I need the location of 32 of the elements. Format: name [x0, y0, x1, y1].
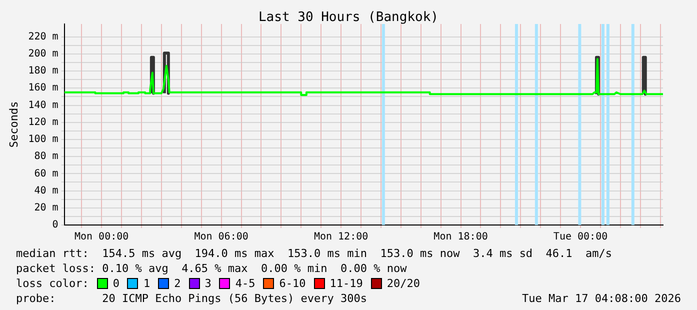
- x-tick-label: Mon 06:00: [194, 232, 248, 243]
- y-tick-label: 120 m: [28, 116, 58, 128]
- legend-label: 3: [204, 276, 212, 291]
- x-tick-label: Tue 00:00: [553, 232, 608, 243]
- text: packet loss: 0.10 % avg 4.65 % max 0.00 % min 0.00 % now: [16, 261, 408, 276]
- legend-label: 1: [143, 276, 150, 291]
- legend-title: loss color:: [16, 276, 89, 291]
- legend-label: 6-10: [279, 276, 306, 291]
- legend-label: 11-19: [330, 276, 363, 291]
- y-tick-label: 200 m: [28, 48, 58, 60]
- y-tick-label: 80 m: [34, 151, 58, 162]
- text: Tue Mar 17 04:08:00 2026: [522, 291, 681, 306]
- legend-label: 20/20: [386, 276, 420, 291]
- y-tick-label: 180 m: [28, 66, 58, 77]
- y-tick-label: 40 m: [34, 185, 58, 196]
- x-tick-label: Mon 12:00: [314, 232, 368, 243]
- x-tick-label: Mon 00:00: [74, 232, 129, 243]
- legend-label: 4-5: [235, 276, 256, 291]
- y-tick-label: 20 m: [34, 202, 58, 214]
- x-tick-label: Mon 18:00: [434, 232, 488, 243]
- y-tick-label: 220 m: [28, 31, 58, 42]
- y-tick-label: 0: [52, 220, 58, 231]
- y-tick-label: 100 m: [28, 134, 58, 146]
- y-tick-label: 60 m: [34, 168, 58, 180]
- y-tick-label: 160 m: [28, 82, 58, 94]
- chart-title: Last 30 Hours (Bangkok): [257, 10, 440, 25]
- text: probe: 20 ICMP Echo Pings (56 Bytes) every 300s: [16, 291, 367, 306]
- legend-label: 2: [174, 276, 181, 291]
- legend-label: 0: [112, 276, 120, 291]
- y-tick-label: 140 m: [28, 100, 58, 111]
- y-axis-title: Seconds: [7, 101, 20, 148]
- text: median rtt: 154.5 ms avg 194.0 ms max 153.0 ms min 153.0 ms now 3.4 ms sd 46.1 am/s: [16, 246, 614, 261]
